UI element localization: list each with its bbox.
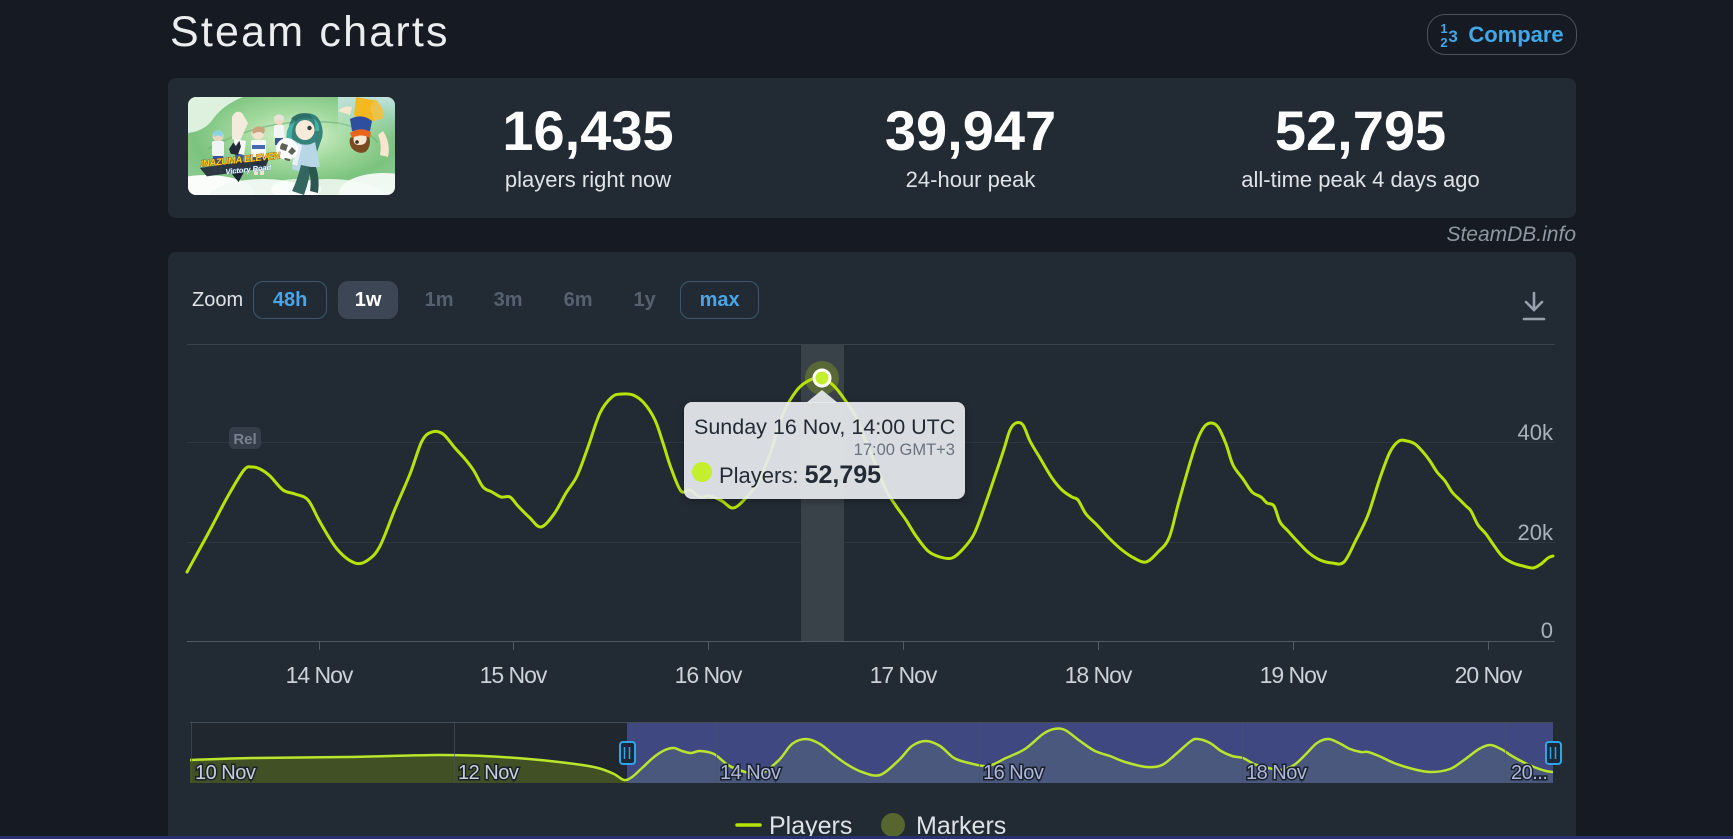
svg-text:0: 0 [1541,618,1553,643]
svg-text:16 Nov: 16 Nov [675,662,743,688]
svg-text:20...: 20... [1511,762,1547,784]
svg-text:Rel: Rel [233,431,256,448]
svg-text:10 Nov: 10 Nov [195,762,256,784]
svg-text:16 Nov: 16 Nov [983,762,1044,784]
svg-text:40k: 40k [1518,420,1554,445]
svg-text:18 Nov: 18 Nov [1065,662,1133,688]
svg-text:20k: 20k [1518,520,1554,545]
svg-text:15 Nov: 15 Nov [480,662,548,688]
svg-text:Markers: Markers [916,812,1006,839]
svg-text:Players: Players [769,812,852,839]
svg-text:12 Nov: 12 Nov [458,762,519,784]
svg-text:14 Nov: 14 Nov [286,662,354,688]
svg-text:18 Nov: 18 Nov [1246,762,1307,784]
svg-text:20 Nov: 20 Nov [1455,662,1523,688]
svg-text:14 Nov: 14 Nov [720,762,781,784]
svg-text:19 Nov: 19 Nov [1260,662,1328,688]
svg-text:17 Nov: 17 Nov [870,662,938,688]
